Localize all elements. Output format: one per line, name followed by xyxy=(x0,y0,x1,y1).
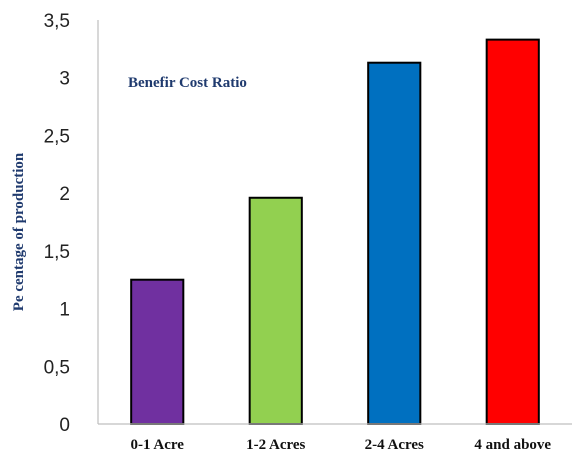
x-tick-label: 4 and above xyxy=(474,437,551,453)
y-axis-ticks: 0 0,5 1 1,5 2 2,5 3 3,5 xyxy=(44,11,70,436)
y-tick-label: 3,5 xyxy=(44,11,70,32)
chart-title: Benefir Cost Ratio xyxy=(128,75,247,91)
y-tick-label: 1 xyxy=(59,300,70,321)
y-axis-label: Pe centage of production xyxy=(11,152,27,311)
y-tick-label: 1,5 xyxy=(44,242,70,263)
bars xyxy=(130,38,540,426)
y-tick-label: 3 xyxy=(59,69,70,90)
x-axis-labels: 0-1 Acre 1-2 Acres 2-4 Acres 4 and above xyxy=(131,437,552,453)
y-tick-label: 2 xyxy=(59,184,70,205)
x-tick-label: 2-4 Acres xyxy=(365,437,424,453)
x-tick-label: 0-1 Acre xyxy=(131,437,185,453)
bar-2-4-acres xyxy=(367,61,422,426)
y-tick-label: 2,5 xyxy=(44,126,70,147)
bar-0-1-acre xyxy=(130,278,185,426)
bar-1-2-acres xyxy=(248,196,303,425)
y-tick-label: 0,5 xyxy=(44,357,70,378)
bar-4-and-above xyxy=(485,38,540,425)
x-tick-label: 1-2 Acres xyxy=(246,437,305,453)
y-tick-label: 0 xyxy=(59,415,70,436)
